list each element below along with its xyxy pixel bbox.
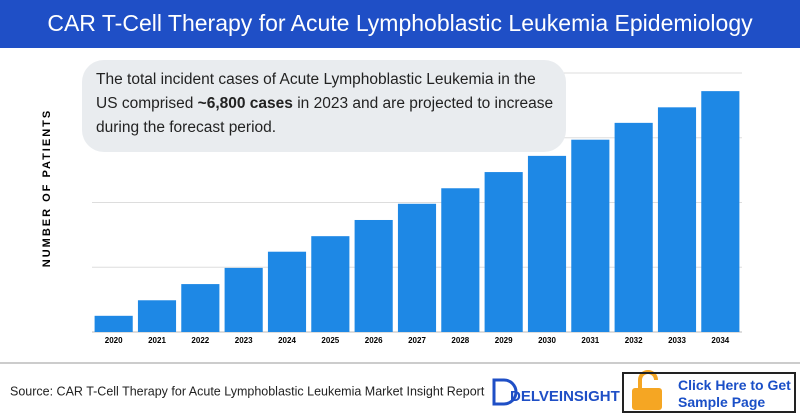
- annotation-text: in 2023 and are projected to increase du…: [96, 95, 554, 136]
- x-tick-label: 2025: [321, 336, 339, 345]
- bar: [441, 188, 480, 332]
- annotation-bold: ~6,800 cases: [197, 95, 293, 112]
- x-tick-label: 2024: [278, 336, 296, 345]
- x-tick-label: 2029: [495, 336, 513, 345]
- annotation: The total incident cases of Acute Lympho…: [82, 60, 566, 152]
- logo: DELVEINSIGHT: [510, 388, 620, 405]
- x-tick-label: 2020: [105, 336, 123, 345]
- bar: [137, 300, 177, 332]
- x-tick-label: 2026: [365, 336, 383, 345]
- bar: [571, 139, 610, 332]
- bar: [484, 172, 523, 332]
- bar: [397, 203, 437, 332]
- x-tick-label: 2034: [711, 336, 729, 345]
- chart-title: CAR T-Cell Therapy for Acute Lymphoblast…: [47, 10, 753, 36]
- logo-icon: [492, 378, 518, 406]
- x-tick-label: 2023: [235, 336, 253, 345]
- bar: [311, 236, 350, 332]
- x-tick-label: 2030: [538, 336, 556, 345]
- bar: [527, 155, 567, 332]
- source: Source: CAR T-Cell Therapy for Acute Lym…: [10, 384, 485, 398]
- bar: [657, 107, 697, 332]
- bar: [701, 91, 740, 332]
- x-tick-label: 2033: [668, 336, 686, 345]
- bar: [614, 122, 653, 332]
- sample-button[interactable]: Click Here to Get Sample Page: [622, 372, 796, 413]
- bar: [354, 219, 393, 332]
- bar: [267, 251, 307, 332]
- y-axis-label: NUMBER OF PATIENTS: [41, 109, 53, 267]
- bar: [94, 315, 133, 332]
- x-tick-label: 2022: [191, 336, 209, 345]
- x-tick-label: 2032: [625, 336, 643, 345]
- x-tick-label: 2027: [408, 336, 426, 345]
- header-bar: [0, 0, 800, 48]
- annotation-text: The total incident cases of Acute Lympho…: [96, 71, 536, 112]
- bar: [224, 267, 263, 332]
- lock-icon: [632, 388, 662, 410]
- x-tick-label: 2021: [148, 336, 166, 345]
- bar: [181, 284, 220, 332]
- x-tick-label: 2028: [451, 336, 469, 345]
- x-tick-label: 2031: [581, 336, 599, 345]
